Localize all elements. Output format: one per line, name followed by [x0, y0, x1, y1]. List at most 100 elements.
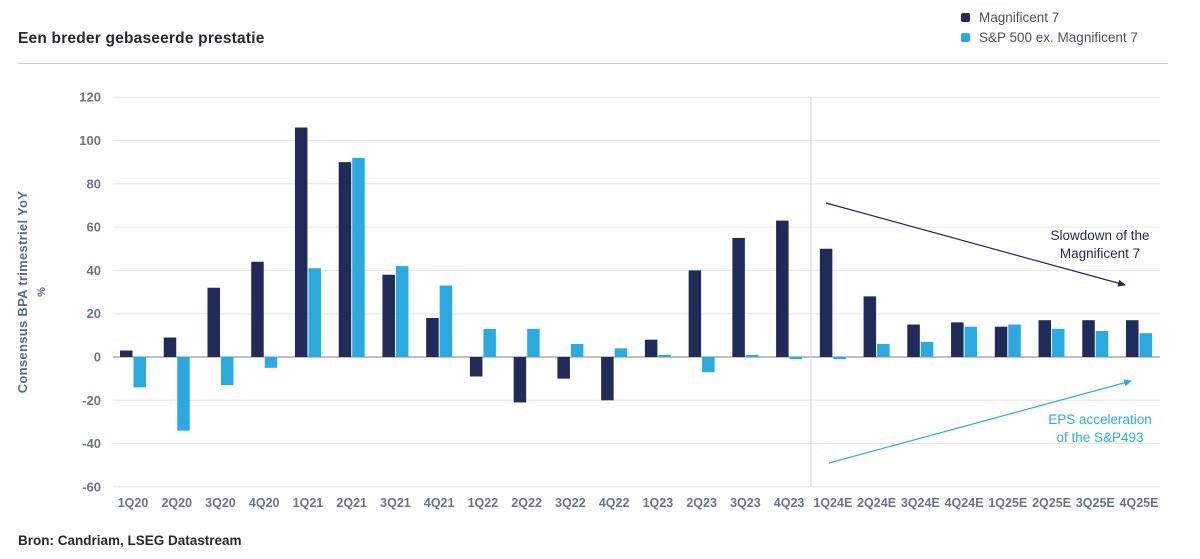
- bar-magnificent7: [994, 326, 1008, 357]
- legend-item-magnificent7: Magnificent 7: [961, 10, 1138, 25]
- bar-sp500ex: [308, 268, 321, 357]
- bar-sp500ex: [439, 285, 453, 357]
- y-tick-label: -40: [82, 436, 101, 451]
- x-tick-label: 3Q20: [205, 496, 236, 510]
- bar-sp500ex: [1052, 328, 1065, 357]
- x-tick-label: 3Q24E: [901, 496, 940, 510]
- y-axis-unit: %: [36, 287, 48, 297]
- bar-magnificent7: [601, 357, 614, 401]
- bar-magnificent7: [1126, 320, 1139, 357]
- x-tick-label: 1Q23: [643, 496, 674, 510]
- bar-magnificent7: [207, 287, 220, 357]
- x-tick-label: 2Q25E: [1032, 496, 1071, 510]
- bar-sp500ex: [964, 326, 978, 357]
- y-tick-label: 40: [87, 263, 101, 278]
- bar-sp500ex: [483, 328, 496, 357]
- bar-magnificent7: [469, 357, 483, 377]
- bar-sp500ex: [395, 266, 409, 357]
- annotation-text: Magnificent 7: [1060, 246, 1140, 261]
- bar-sp500ex: [877, 344, 890, 357]
- y-tick-label: 120: [79, 90, 101, 105]
- annotation-arrow: [825, 202, 1126, 287]
- x-tick-label: 1Q21: [293, 496, 324, 510]
- annotation-text: of the S&P493: [1056, 430, 1143, 445]
- bar-magnificent7: [688, 270, 702, 357]
- legend-swatch-sp500ex-icon: [961, 33, 970, 42]
- header-divider: [18, 63, 1168, 64]
- bar-sp500ex: [789, 357, 803, 360]
- legend-label: S&P 500 ex. Magnificent 7: [979, 30, 1138, 45]
- source-note: Bron: Candriam, LSEG Datastream: [18, 533, 242, 548]
- bar-magnificent7: [863, 296, 877, 357]
- x-tick-label: 2Q21: [336, 496, 367, 510]
- x-tick-label: 3Q23: [730, 496, 761, 510]
- legend-item-sp500ex: S&P 500 ex. Magnificent 7: [961, 30, 1138, 45]
- x-tick-label: 1Q25E: [988, 496, 1027, 510]
- y-tick-label: 60: [87, 220, 101, 235]
- bar-magnificent7: [732, 237, 745, 357]
- y-axis-title: Consensus BPA trimestriel YoY: [15, 191, 30, 394]
- bar-sp500ex: [527, 328, 540, 357]
- x-tick-label: 4Q22: [599, 496, 630, 510]
- bar-sp500ex: [614, 348, 628, 357]
- y-tick-label: -60: [82, 479, 101, 494]
- x-tick-label: 4Q21: [424, 496, 455, 510]
- x-tick-label: 2Q22: [511, 496, 542, 510]
- chart-legend: Magnificent 7 S&P 500 ex. Magnificent 7: [961, 10, 1138, 45]
- bar-sp500ex: [1095, 331, 1109, 357]
- bar-magnificent7: [294, 127, 308, 357]
- bar-magnificent7: [426, 318, 439, 357]
- x-tick-label: 3Q22: [555, 496, 586, 510]
- y-tick-label: 0: [94, 350, 101, 365]
- annotation-text: EPS acceleration: [1048, 412, 1152, 427]
- x-tick-label: 1Q20: [118, 496, 149, 510]
- bar-magnificent7: [513, 357, 527, 403]
- x-tick-label: 3Q21: [380, 496, 411, 510]
- bar-magnificent7: [644, 339, 658, 357]
- bar-sp500ex: [1008, 324, 1021, 357]
- bar-sp500ex: [352, 157, 365, 357]
- bar-magnificent7: [251, 261, 264, 357]
- x-tick-label: 3Q25E: [1076, 496, 1115, 510]
- bar-sp500ex: [570, 344, 584, 357]
- bar-magnificent7: [338, 162, 352, 357]
- bar-magnificent7: [776, 220, 789, 357]
- y-tick-label: 20: [87, 306, 101, 321]
- x-tick-label: 2Q20: [161, 496, 192, 510]
- bar-sp500ex: [920, 341, 934, 357]
- bar-sp500ex: [1139, 333, 1153, 357]
- bar-sp500ex: [658, 354, 671, 357]
- x-tick-label: 2Q23: [686, 496, 717, 510]
- bar-magnificent7: [1082, 320, 1095, 357]
- bar-sp500ex: [177, 357, 190, 431]
- page-title: Een breder gebaseerde prestatie: [18, 30, 265, 47]
- legend-swatch-magnificent7-icon: [961, 13, 970, 22]
- x-tick-label: 4Q23: [774, 496, 805, 510]
- x-tick-label: 4Q25E: [1120, 496, 1159, 510]
- x-tick-label: 4Q24E: [945, 496, 984, 510]
- bar-sp500ex: [220, 357, 234, 386]
- bar-sp500ex: [264, 357, 278, 368]
- y-tick-label: -20: [82, 393, 101, 408]
- y-tick-label: 100: [79, 133, 101, 148]
- x-tick-label: 4Q20: [249, 496, 280, 510]
- bar-sp500ex: [702, 357, 715, 373]
- bar-magnificent7: [819, 248, 833, 357]
- annotation-text: Slowdown of the: [1050, 228, 1149, 243]
- bar-magnificent7: [907, 324, 920, 357]
- bar-magnificent7: [557, 357, 570, 379]
- bar-magnificent7: [120, 350, 133, 357]
- annotation-arrow: [828, 379, 1132, 464]
- legend-label: Magnificent 7: [979, 10, 1060, 25]
- bar-sp500ex: [745, 354, 759, 357]
- bar-magnificent7: [951, 322, 964, 357]
- x-tick-label: 1Q22: [468, 496, 499, 510]
- bar-sp500ex: [133, 357, 146, 388]
- bar-sp500ex: [833, 357, 846, 360]
- bar-magnificent7: [382, 274, 395, 357]
- x-tick-label: 2Q24E: [857, 496, 896, 510]
- y-tick-label: 80: [87, 176, 101, 191]
- bar-magnificent7: [1038, 320, 1052, 357]
- bar-magnificent7: [163, 337, 177, 357]
